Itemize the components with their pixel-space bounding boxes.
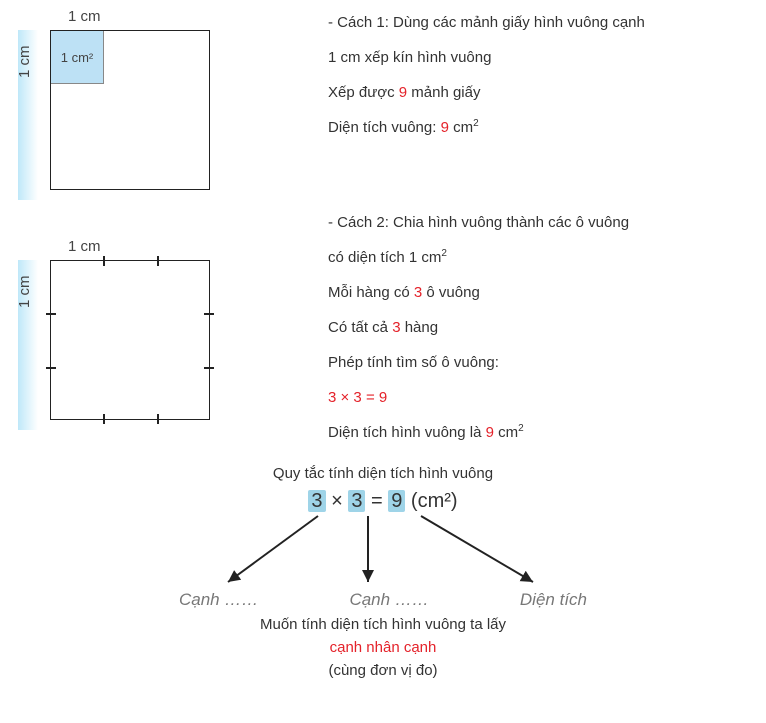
m2-line1: - Cách 2: Chia hình vuông thành các ô vu… [328,212,758,233]
rule-title: Quy tắc tính diện tích hình vuông [8,465,758,482]
diagram2-square [50,260,210,420]
rule-s1: Muốn tính diện tích hình vuông ta lấy [8,616,758,633]
m1-line1: - Cách 1: Dùng các mảnh giấy hình vuông … [328,12,758,33]
m2-l2a: có diện tích 1 cm [328,249,441,266]
term-canh2: Cạnh …… [349,590,428,610]
m2-l2b: 2 [441,248,447,259]
m2-l3c: ô vuông [422,284,480,301]
formula-diagram: 3 × 3 = 9 (cm²) Cạnh …… Cạnh …… Diện tíc… [173,490,593,610]
diagram1-unit-square: 1 cm² [51,31,104,84]
diagram1-square: 1 cm² [50,30,210,190]
method2-row: 1 cm 1 cm - Cách 2: Chia hình vuông thàn… [8,208,758,457]
m1-line2: 1 cm xếp kín hình vuông [328,47,758,68]
diagram1-col: 1 cm 1 cm 1 cm² [8,8,228,208]
m1-l3c: mảnh giấy [407,84,480,101]
m1-l3a: Xếp được [328,84,399,101]
m2-line6: 3 × 3 = 9 [328,387,758,408]
diagram2-col: 1 cm 1 cm [8,208,228,438]
diagram2-top-label: 1 cm [68,238,101,255]
diagram1: 1 cm 1 cm 1 cm² [18,8,218,208]
m2-line4: Có tất cả 3 hàng [328,317,758,338]
m2-l7a: Diện tích hình vuông là [328,424,486,441]
m2-l4b: 3 [392,319,400,336]
m1-l4c: cm [449,119,473,136]
rule-s3: (cùng đơn vị đo) [8,662,758,679]
term-dientich: Diện tích [520,590,587,610]
tick [204,367,214,369]
tick [103,414,105,424]
m1-l4b: 9 [441,119,449,136]
m2-l7c: cm [494,424,518,441]
m2-l4a: Có tất cả [328,319,392,336]
diagram2-left-label: 1 cm [16,275,33,308]
tick [204,313,214,315]
formula-terms: Cạnh …… Cạnh …… Diện tích [173,590,593,610]
tick [103,256,105,266]
rule-s2: cạnh nhân cạnh [8,639,758,656]
method1-text: - Cách 1: Dùng các mảnh giấy hình vuông … [228,8,758,152]
m1-line3: Xếp được 9 mảnh giấy [328,82,758,103]
m1-l3b: 9 [399,84,407,101]
m2-line2: có diện tích 1 cm2 [328,247,758,268]
tick [157,414,159,424]
tick [46,367,56,369]
rule-block: Quy tắc tính diện tích hình vuông 3 × 3 … [8,465,758,679]
diagram1-left-label: 1 cm [16,45,33,78]
m1-line4: Diện tích vuông: 9 cm2 [328,117,758,138]
diagram1-top-label: 1 cm [68,8,101,25]
m2-line3: Mỗi hàng có 3 ô vuông [328,282,758,303]
m2-l7d: 2 [518,423,524,434]
term-canh1: Cạnh …… [179,590,258,610]
method1-row: 1 cm 1 cm 1 cm² - Cách 1: Dùng các mảnh … [8,8,758,208]
m2-line7: Diện tích hình vuông là 9 cm2 [328,422,758,443]
m2-line5: Phép tính tìm số ô vuông: [328,352,758,373]
m1-l4a: Diện tích vuông: [328,119,441,136]
m2-l7b: 9 [486,424,494,441]
m2-l4c: hàng [401,319,439,336]
m1-l4d: 2 [473,118,479,129]
diagram1-unit-label: 1 cm² [61,50,94,65]
diagram2: 1 cm 1 cm [18,238,218,438]
m2-l3a: Mỗi hàng có [328,284,414,301]
m2-l3b: 3 [414,284,422,301]
tick [46,313,56,315]
tick [157,256,159,266]
method2-text: - Cách 2: Chia hình vuông thành các ô vu… [228,208,758,457]
